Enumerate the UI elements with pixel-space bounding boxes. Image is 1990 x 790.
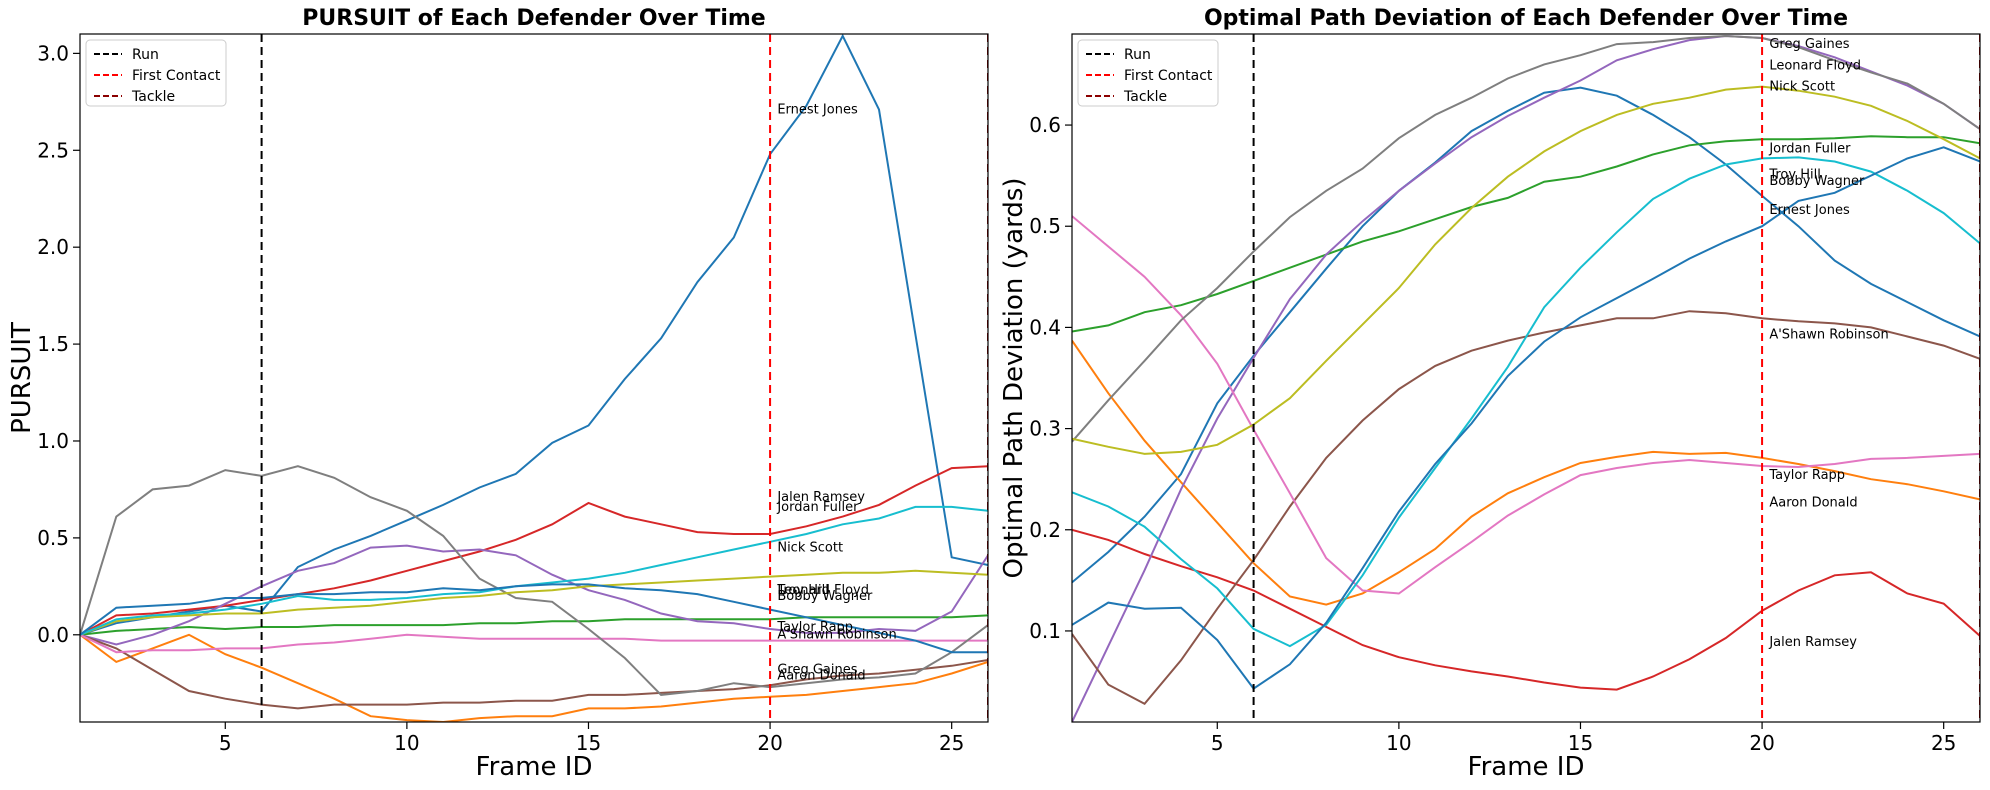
player-annotation: Ernest Jones — [777, 102, 858, 117]
y-tick-label: 0.2 — [1029, 518, 1061, 542]
series-line-6 — [80, 633, 988, 654]
series-line-3 — [1072, 528, 1980, 691]
player-annotation: Leonard Floyd — [777, 583, 869, 598]
series-line-7 — [80, 465, 988, 696]
player-annotation: Greg Gaines — [777, 663, 857, 678]
y-tick-label: 0.0 — [37, 623, 69, 647]
player-annotation: Troy Hill — [776, 583, 828, 598]
plot-area — [80, 34, 988, 722]
legend: Run First Contact Tackle — [1077, 39, 1219, 107]
series-line-0 — [80, 34, 988, 636]
y-tick-label: 2.5 — [37, 138, 69, 162]
axes-frame — [1071, 33, 1981, 723]
plot-area — [1072, 34, 1980, 722]
y-axis-label: PURSUIT — [7, 322, 37, 434]
player-annotation: Leonard Floyd — [1769, 58, 1861, 73]
pursuit-chart: PURSUIT of Each Defender Over Time 5 10 15 2… — [7, 6, 989, 782]
player-annotation: Jordan Fuller — [1768, 141, 1851, 156]
player-annotation: A'Shawn Robinson — [1769, 328, 1888, 343]
y-tick-label: 0.5 — [37, 526, 69, 550]
series-line-10 — [1072, 146, 1980, 690]
player-annotation: A'Shawn Robinson — [777, 628, 896, 643]
axes-frame — [79, 33, 989, 723]
series-line-7 — [1072, 34, 1980, 443]
x-tick-label: 10 — [394, 731, 419, 755]
y-tick-label: 0.1 — [1029, 619, 1061, 643]
series-line-6 — [1072, 215, 1980, 595]
y-tick-label: 0.6 — [1029, 113, 1061, 137]
legend-label: First Contact — [132, 68, 221, 84]
player-annotation: Jordan Fuller — [776, 500, 859, 515]
chart-title: PURSUIT of Each Defender Over Time — [302, 6, 765, 31]
series-line-0 — [1072, 86, 1980, 584]
x-tick-label: 15 — [576, 731, 601, 755]
player-annotation: Troy Hill — [1768, 168, 1820, 183]
x-tick-label: 20 — [1749, 731, 1774, 755]
legend: Run First Contact Tackle — [85, 39, 227, 107]
x-axis-label: Frame ID — [1468, 752, 1585, 782]
legend-label: Tackle — [1123, 89, 1167, 105]
player-annotation: Greg Gaines — [1769, 37, 1849, 52]
legend-box — [85, 39, 227, 107]
series-line-2 — [80, 614, 988, 636]
y-tick-label: 1.5 — [37, 332, 69, 356]
y-tick-label: 3.0 — [37, 41, 69, 65]
x-tick-label: 10 — [1386, 731, 1411, 755]
y-tick-label: 1.0 — [37, 429, 69, 453]
y-tick-label: 0.5 — [1029, 214, 1061, 238]
series-line-8 — [80, 569, 988, 636]
series-line-9 — [1072, 156, 1980, 648]
x-tick-label: 5 — [1211, 731, 1224, 755]
player-annotation: Aaron Donald — [777, 668, 865, 683]
player-annotation: Taylor Rapp — [1768, 468, 1845, 483]
player-annotation: Bobby Wagner — [777, 589, 873, 604]
player-annotation: Bobby Wagner — [1769, 174, 1865, 189]
legend-label: Run — [132, 47, 159, 63]
y-tick-label: 0.4 — [1029, 315, 1061, 339]
series-line-2 — [1072, 135, 1980, 333]
y-axis-label: Optimal Path Deviation (yards) — [999, 177, 1029, 578]
x-tick-label: 5 — [219, 731, 232, 755]
path-deviation-chart: Optimal Path Deviation of Each Defender … — [999, 6, 1981, 782]
series-line-5 — [80, 633, 988, 710]
player-annotation: Jalen Ramsey — [776, 490, 865, 505]
x-tick-label: 25 — [1931, 731, 1956, 755]
player-annotation: Aaron Donald — [1769, 495, 1857, 510]
x-tick-label: 15 — [1568, 731, 1593, 755]
legend-label: Run — [1124, 47, 1151, 63]
x-axis-label: Frame ID — [476, 752, 593, 782]
series-line-1 — [80, 633, 988, 722]
legend-box — [1077, 39, 1219, 107]
series-line-4 — [80, 544, 988, 646]
series-line-3 — [80, 465, 988, 636]
chart-title: Optimal Path Deviation of Each Defender … — [1204, 6, 1848, 31]
series-line-4 — [1072, 34, 1980, 722]
series-line-10 — [80, 583, 988, 654]
x-tick-label: 20 — [757, 731, 782, 755]
player-annotation: Ernest Jones — [1769, 203, 1850, 218]
legend-label: First Contact — [1124, 68, 1213, 84]
player-annotation: Jalen Ramsey — [1768, 635, 1857, 650]
legend-label: Tackle — [131, 89, 175, 105]
player-annotation: Nick Scott — [1769, 80, 1835, 95]
series-line-8 — [1072, 85, 1980, 455]
y-tick-label: 2.0 — [37, 235, 69, 259]
player-annotation: Taylor Rapp — [776, 620, 853, 635]
player-annotation: Nick Scott — [777, 540, 843, 555]
x-tick-label: 25 — [939, 731, 964, 755]
series-line-1 — [1072, 340, 1980, 606]
y-tick-label: 0.3 — [1029, 417, 1061, 441]
